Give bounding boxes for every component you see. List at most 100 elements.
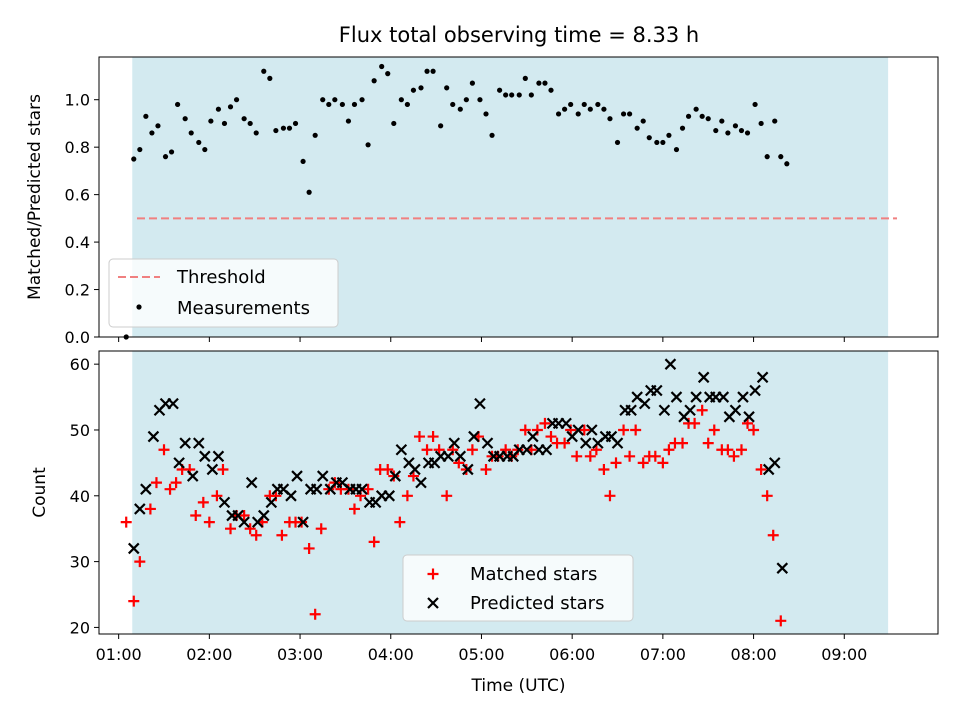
matched-star-point [128, 595, 140, 607]
predicted-star-point [579, 437, 592, 449]
matched-star-point [735, 444, 747, 456]
matched-star-point [702, 437, 714, 449]
top-legend-box [108, 258, 339, 328]
predicted-star-point [664, 358, 677, 370]
measurement-point [149, 130, 155, 136]
measurement-point [162, 154, 169, 160]
predicted-star-point [212, 450, 225, 463]
bottom-x-tick-label: 03:00 [277, 645, 323, 664]
predicted-star-point [265, 496, 278, 509]
measurement-point [379, 63, 385, 70]
matched-legend-label: Matched stars [470, 564, 597, 585]
measurement-point [215, 106, 222, 112]
bottom-y-tick-label: 50 [70, 421, 90, 440]
matched-star-point [394, 516, 406, 528]
top-panel: 0.0 0.2 0.4 0.6 0.8 1.0 Matched/Predicted sta… [25, 56, 939, 347]
measurement-point [359, 97, 365, 103]
predicted-star-point [316, 470, 329, 482]
predicted-star-point [409, 463, 421, 476]
matched-star-point [244, 523, 256, 535]
matched-star-point [250, 529, 262, 541]
matched-star-point [519, 424, 531, 436]
matched-star-point [164, 483, 176, 495]
measurement-point [477, 97, 483, 103]
measurement-point [227, 104, 234, 110]
measurement-point [764, 154, 770, 160]
predicted-star-point [749, 384, 761, 397]
bottom-y-axis-label: Count [30, 467, 50, 518]
predicted-star-point [245, 476, 258, 489]
predicted-star-point [717, 391, 730, 403]
bottom-y-tick-label: 60 [70, 355, 90, 374]
matched-star-point [663, 444, 675, 456]
matched-star-point [217, 463, 229, 475]
predicted-star-point [389, 470, 402, 482]
measurement-point [196, 139, 202, 146]
measurement-point [646, 135, 652, 141]
measurement-point [666, 132, 672, 138]
measurement-point [705, 116, 711, 122]
measurement-point [175, 101, 181, 108]
measurement-point [679, 125, 686, 131]
measurement-point [640, 118, 646, 124]
matched-star-point [368, 536, 380, 548]
predicted-legend-label: Predicted stars [470, 593, 604, 614]
measurement-point [182, 116, 188, 122]
matched-star-point [421, 444, 433, 456]
measurement-point [208, 118, 214, 124]
predicted-star-point [527, 430, 539, 443]
measurement-point [536, 80, 542, 86]
matched-star-point [401, 490, 413, 502]
top-y-tick-label: 0.2 [65, 281, 90, 300]
predicted-star-point [257, 509, 270, 522]
predicted-star-point [560, 417, 572, 430]
measurement-point [292, 120, 299, 127]
predicted-star-point [684, 404, 696, 417]
matched-star-point [610, 457, 622, 469]
matched-star-point [618, 424, 630, 436]
predicted-star-point [462, 463, 474, 476]
matched-star-point [531, 424, 543, 436]
measurement-point [202, 146, 208, 153]
measurements-legend-swatch [136, 304, 142, 310]
predicted-star-point [521, 443, 533, 456]
matched-star-point [761, 490, 773, 502]
measurement-point [424, 68, 430, 74]
predicted-star-point [540, 443, 553, 456]
top-y-tick-label: 0.0 [65, 328, 90, 347]
matched-star-point [539, 417, 551, 429]
measurement-point [497, 87, 503, 93]
measurement-point [155, 123, 161, 129]
top-y-tick-label: 0.6 [65, 186, 90, 205]
predicted-star-point [442, 450, 454, 463]
measurement-point [306, 189, 312, 195]
measurement-point [673, 146, 680, 153]
matched-star-point [578, 424, 590, 436]
matched-star-point [225, 523, 237, 535]
measurement-point [685, 113, 692, 119]
matched-star-point [362, 483, 374, 495]
measurement-point [339, 101, 345, 108]
bottom-x-tick-label: 04:00 [368, 645, 414, 664]
matched-star-point [696, 404, 708, 416]
predicted-star-point [768, 457, 781, 469]
predicted-star-point [468, 430, 480, 443]
measurement-point [221, 120, 228, 127]
predicted-star-point [690, 391, 702, 403]
matched-star-point [134, 556, 146, 568]
x-axis-label: Time (UTC) [471, 676, 566, 696]
top-axes-frame [98, 56, 939, 338]
matched-star-point [571, 450, 583, 462]
predicted-star-point [199, 450, 211, 463]
measurement-point [430, 68, 436, 74]
predicted-star-point [395, 443, 408, 456]
measurement-point [503, 92, 509, 98]
measurement-point [509, 92, 515, 98]
predicted-star-point [756, 371, 769, 384]
matched-star-point [649, 450, 661, 462]
predicted-star-point [127, 542, 140, 555]
predicted-legend-swatch [427, 597, 439, 609]
measurement-point [438, 123, 444, 129]
matched-star-point [755, 463, 767, 475]
measurement-point [738, 127, 745, 134]
